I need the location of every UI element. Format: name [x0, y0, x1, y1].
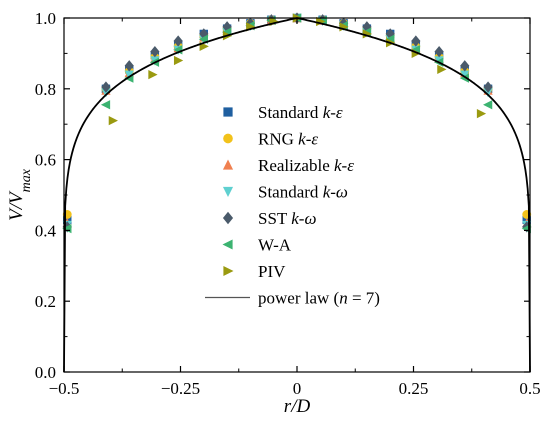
legend-label: Standard k-ω [258, 183, 348, 202]
data-point [150, 45, 160, 58]
data-point [362, 21, 372, 33]
legend-item: Standard k-ε [223, 103, 343, 122]
legend-marker [222, 186, 234, 198]
x-axis-title: r/D [284, 396, 311, 417]
legend-marker [223, 133, 233, 144]
data-point [459, 73, 469, 83]
data-point [101, 88, 111, 98]
legend-marker [223, 265, 234, 277]
data-point [483, 88, 493, 98]
y-tick-label: 1.0 [35, 9, 56, 28]
data-point [108, 116, 118, 126]
data-point [362, 29, 372, 39]
data-point [173, 35, 183, 47]
y-tick-label: 0.8 [35, 80, 56, 99]
data-point [483, 100, 493, 110]
x-tick-label: 0 [293, 379, 302, 398]
data-point [124, 60, 134, 72]
data-point [222, 21, 232, 33]
legend-label: RNG k-ε [258, 130, 318, 149]
y-tick-label: 0.4 [35, 221, 57, 240]
legend-label: power law (n = 7) [258, 289, 380, 308]
legend-item: RNG k-ε [223, 130, 318, 149]
data-point [460, 70, 470, 80]
legend-marker [223, 107, 233, 117]
data-point [124, 70, 134, 80]
data-point [483, 81, 493, 93]
legend-item: power law (n = 7) [205, 289, 380, 308]
legend-marker [222, 159, 234, 170]
data-point [434, 45, 444, 58]
legend-item: W-A [222, 236, 292, 255]
data-point [148, 70, 158, 80]
legend-item: Realizable k-ε [222, 156, 354, 175]
legend-label: PIV [258, 262, 286, 281]
y-tick-label: 0.0 [35, 363, 56, 382]
data-point [476, 108, 487, 119]
data-point [101, 81, 111, 93]
x-tick-label: −0.25 [161, 379, 200, 398]
data-point [316, 16, 326, 27]
y-axis-title: V/Vmax [6, 168, 34, 221]
legend-marker [222, 239, 233, 250]
legend-item: PIV [223, 262, 286, 281]
legend-item: SST k-ω [222, 209, 316, 228]
legend-item: Standard k-ω [222, 183, 348, 202]
legend: Standard k-ε RNG k-ε Realizable k-ε Standar… [205, 103, 380, 308]
x-tick-label: −0.5 [49, 379, 80, 398]
legend-marker [222, 211, 234, 225]
legend-label: Realizable k-ε [258, 156, 354, 175]
data-point [411, 35, 421, 47]
data-point [100, 100, 111, 110]
x-tick-label: 0.5 [519, 379, 540, 398]
y-tick-label: 0.2 [35, 292, 56, 311]
legend-label: SST k-ω [258, 209, 316, 228]
data-point [460, 60, 470, 72]
data-point [173, 55, 184, 66]
data-point [437, 64, 447, 74]
legend-label: W-A [258, 236, 292, 255]
legend-label: Standard k-ε [258, 103, 343, 122]
axes-layer: −0.5 −0.25 0 0.25 0.5 0.0 0.2 0.4 0.6 0.8 1.0 r/D V/… [6, 9, 541, 417]
y-tick-label: 0.6 [35, 151, 56, 170]
x-tick-label: 0.25 [399, 379, 429, 398]
